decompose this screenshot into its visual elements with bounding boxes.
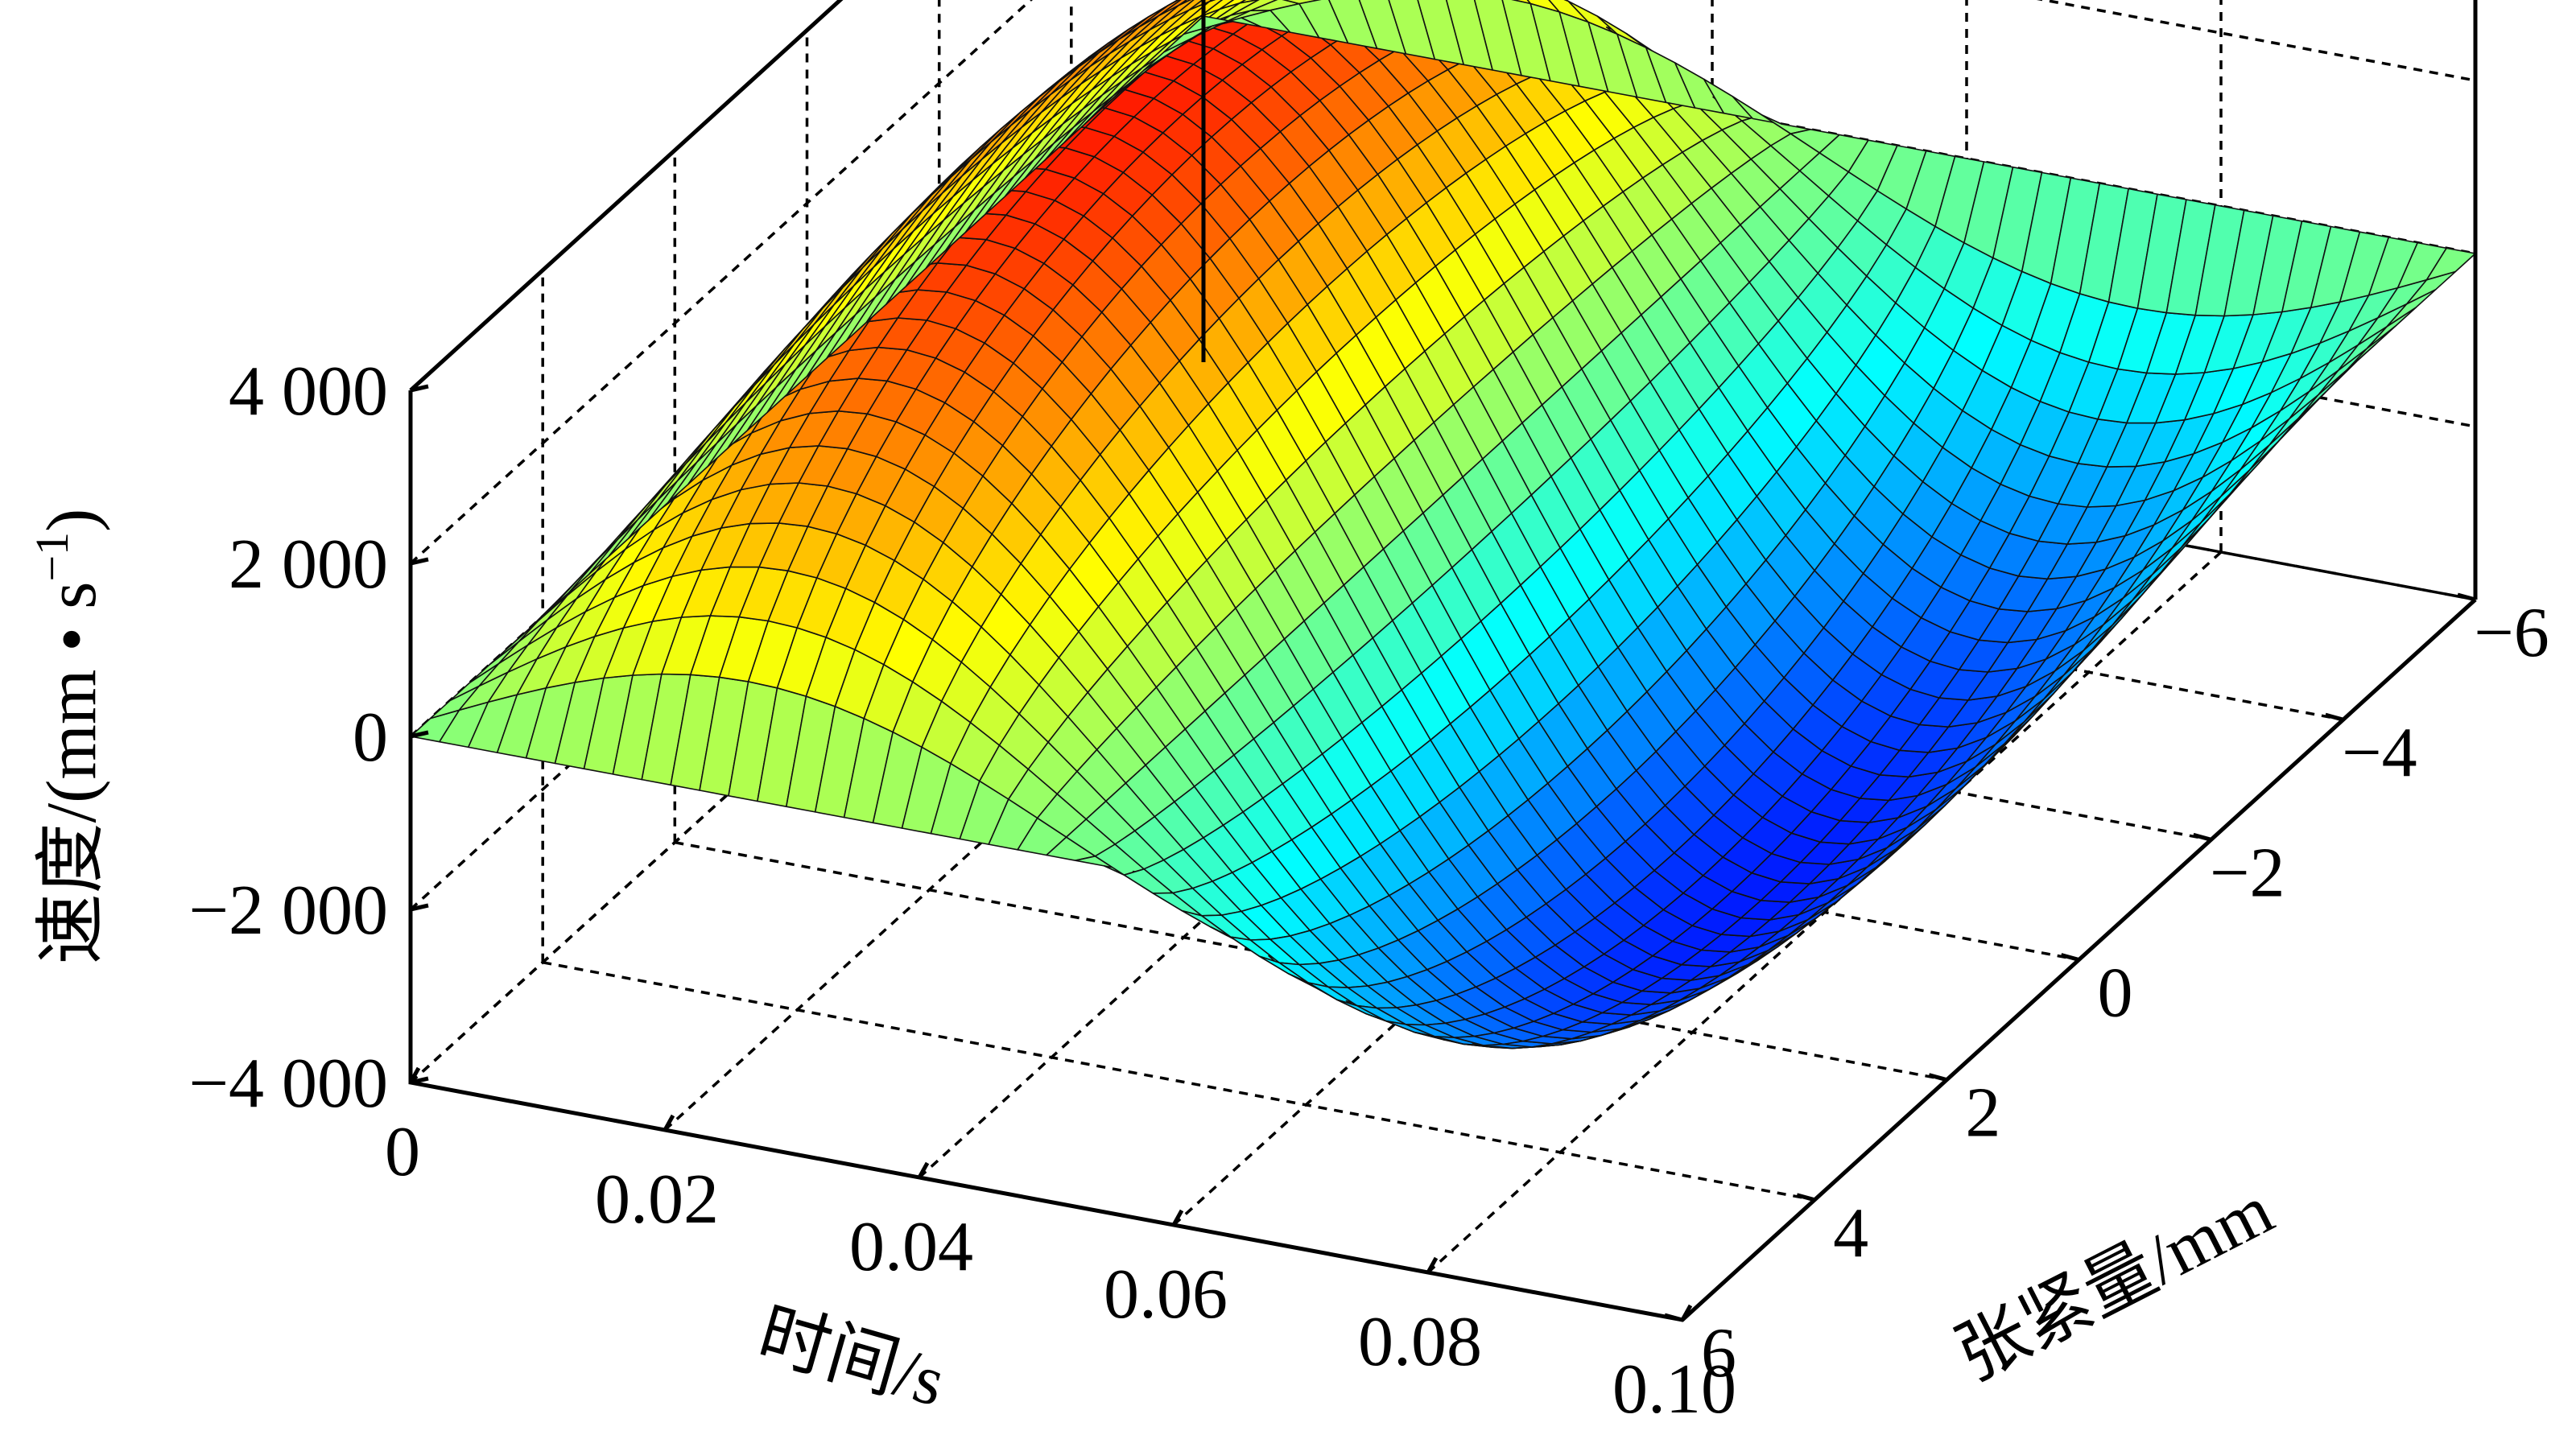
grid-line-floor-y-1 bbox=[542, 961, 1815, 1202]
z-tick-mark-2 bbox=[410, 730, 429, 739]
tick-labels: −4 000 −2 000 0 2 000 4 000 0 0.02 0.04 0.06 0.08… bbox=[188, 353, 2549, 1429]
y-tick-label-3: 0 bbox=[2098, 955, 2133, 1033]
surface-facet bbox=[1230, 0, 1278, 16]
z-tick-label-0: −4 000 bbox=[188, 1045, 388, 1123]
surface-facet bbox=[1179, 0, 1224, 27]
z-tick-label-4: 4 000 bbox=[229, 353, 388, 431]
z-tick-label-2: 0 bbox=[353, 699, 388, 777]
axis-frame bbox=[408, 0, 2478, 1322]
y-tick-mark-1 bbox=[1796, 1193, 1815, 1202]
y-tick-mark-5 bbox=[2325, 712, 2344, 722]
surface-facet bbox=[1239, 0, 1260, 4]
surface-facet bbox=[1167, 0, 1180, 6]
y-axis-label: 张紧量/mm bbox=[1945, 1171, 2285, 1396]
surface-facet bbox=[1178, 0, 1192, 6]
surface-plot bbox=[410, 0, 2476, 1049]
y-tick-label-2: 2 bbox=[1965, 1074, 2000, 1153]
y-tick-label-6: −6 bbox=[2474, 594, 2549, 672]
y-tick-mark-6 bbox=[2457, 592, 2476, 602]
y-tick-mark-0 bbox=[1664, 1313, 1683, 1322]
x-axis-label: 时间/s bbox=[750, 1295, 953, 1422]
x-tick-mark-0 bbox=[408, 1066, 421, 1084]
surface-facet bbox=[1199, 0, 1235, 18]
x-tick-mark-3 bbox=[1171, 1209, 1184, 1227]
axis-frame-top bbox=[409, 0, 2478, 600]
z-tick-mark-3 bbox=[410, 557, 429, 566]
surface-facet bbox=[1208, 0, 1216, 2]
y-tick-mark-3 bbox=[2060, 953, 2080, 962]
z-axis-label-superscript: −1 bbox=[26, 532, 78, 582]
x-tick-label-2: 0.04 bbox=[849, 1208, 973, 1286]
z-axis-label: 速度/(mm • s−1) bbox=[26, 509, 111, 965]
x-tick-label-5: 0.10 bbox=[1612, 1350, 1736, 1429]
y-tick-mark-2 bbox=[1928, 1073, 1947, 1082]
surface-facet bbox=[1149, 0, 1195, 31]
y-tick-mark-4 bbox=[2193, 832, 2212, 842]
z-tick-mark-0 bbox=[410, 1076, 429, 1085]
x-tick-mark-5 bbox=[1680, 1304, 1693, 1322]
x-tick-mark-1 bbox=[663, 1114, 675, 1132]
z-tick-mark-1 bbox=[410, 903, 429, 912]
z-tick-mark-4 bbox=[410, 384, 429, 393]
z-tick-label-3: 2 000 bbox=[229, 526, 388, 604]
x-tick-mark-4 bbox=[1426, 1256, 1439, 1274]
grid-line-wall-z-3 bbox=[409, 0, 2476, 565]
surface-facet bbox=[1158, 0, 1188, 17]
surface-facet bbox=[1210, 0, 1260, 23]
surface-facet bbox=[1219, 0, 1247, 10]
y-tick-label-0: 6 bbox=[1701, 1314, 1736, 1392]
x-tick-mark-2 bbox=[917, 1161, 930, 1179]
x-tick-label-4: 0.08 bbox=[1358, 1303, 1482, 1381]
z-tick-label-1: −2 000 bbox=[188, 872, 388, 950]
z-axis-label-close: ) bbox=[33, 509, 111, 532]
x-tick-label-0: 0 bbox=[385, 1113, 420, 1191]
y-tick-label-5: −4 bbox=[2342, 714, 2417, 792]
y-tick-label-4: −2 bbox=[2210, 834, 2285, 912]
surface-facet bbox=[1282, 0, 1322, 5]
x-tick-label-3: 0.06 bbox=[1104, 1256, 1228, 1334]
x-tick-label-1: 0.02 bbox=[595, 1161, 719, 1239]
y-tick-label-1: 4 bbox=[1833, 1194, 1868, 1272]
surface-facet bbox=[1169, 0, 1203, 20]
